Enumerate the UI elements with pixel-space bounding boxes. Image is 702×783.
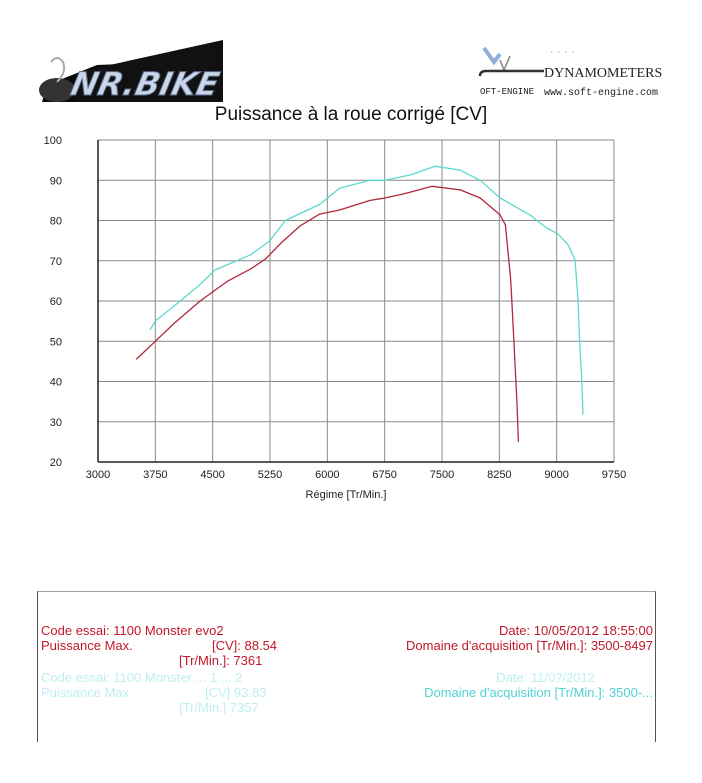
soft-engine-logo: · · · · DYNAMOMETERS OFT-ENGINE www.soft… [478,42,678,102]
run2-date: Date: 11/0?/2012 [496,670,595,685]
x-tick-label: 7500 [430,469,454,481]
series-line-2 [149,165,584,415]
y-tick-label: 80 [50,216,62,228]
x-axis-label: Régime [Tr/Min.] [306,489,387,501]
x-tick-label: 3000 [86,469,110,481]
y-tick-label: 30 [50,417,62,429]
x-tick-label: 5250 [258,469,282,481]
x-tick-label: 3750 [143,469,167,481]
nr-bike-logo: NR.BIKE [37,40,223,103]
run1-rpm-value: [Tr/Min.]: 7361 [179,653,263,668]
y-tick-label: 70 [50,256,62,268]
run1-code: Code essai: 1100 Monster evo2 [41,623,224,638]
power-chart: 20 30 40 50 60 70 80 90 100 3000 3750 4500 5250 6000… [44,135,627,501]
svg-text:NR.BIKE: NR.BIKE [68,65,223,102]
run2-code: Code essai: 1100 Monster ... 1 ... 2 [41,670,243,685]
y-tick-label: 60 [50,296,62,308]
x-tick-label: 4500 [200,469,224,481]
x-axis-ticks: 3000 3750 4500 5250 6000 6750 7500 8250 9000 9750 [86,469,626,481]
x-tick-label: 9000 [544,469,568,481]
run-info-box: Code essai: 1100 Monster evo2 Puissance … [37,591,656,742]
y-tick-label: 100 [44,135,62,147]
chart-series [135,165,584,442]
x-tick-label: 6750 [372,469,396,481]
y-tick-label: 50 [50,336,62,348]
run1-power-label: Puissance Max. [41,638,133,653]
x-tick-label: 9750 [602,469,626,481]
run2-power-label: Puissance Max [41,685,130,700]
svg-text:OFT-ENGINE: OFT-ENGINE [480,87,534,97]
run2-rpm-value: [Tr/Min.] 7357 [179,700,259,715]
run2-domain: Domaine d'acquisition [Tr/Min.]: 3500-..… [424,685,653,700]
run1-power-value: [CV]: 88.54 [212,638,278,653]
run2-power-value: [CV] 93.83 [205,685,267,700]
run1-date: Date: 10/05/2012 18:55:00 [499,623,653,638]
series-line-1 [135,185,520,442]
chart-grid [97,139,615,463]
y-tick-label: 40 [50,377,62,389]
svg-text:· · · ·: · · · · [550,46,574,59]
run1-domain: Domaine d'acquisition [Tr/Min.]: 3500-84… [406,638,653,653]
y-tick-label: 90 [50,175,62,187]
svg-text:www.soft-engine.com: www.soft-engine.com [544,87,658,99]
chart-title: Puissance à la roue corrigé [CV] [214,104,488,125]
y-tick-label: 20 [50,457,62,469]
x-tick-label: 8250 [487,469,511,481]
x-tick-label: 6000 [315,469,339,481]
y-axis-ticks: 20 30 40 50 60 70 80 90 100 [44,135,62,469]
svg-text:DYNAMOMETERS: DYNAMOMETERS [544,66,662,81]
